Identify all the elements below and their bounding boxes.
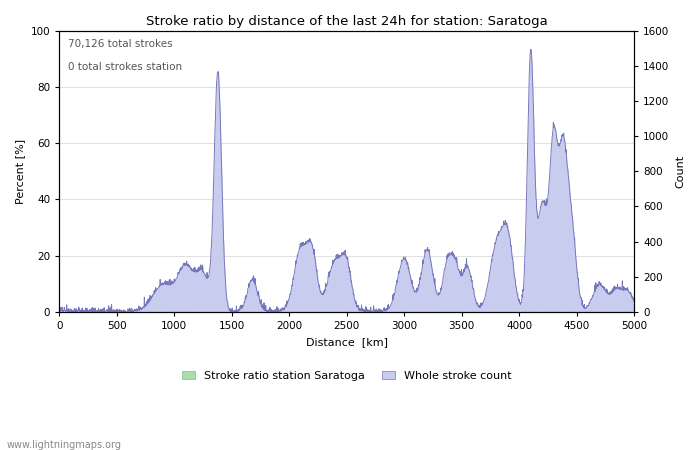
Y-axis label: Percent [%]: Percent [%] — [15, 139, 25, 204]
Title: Stroke ratio by distance of the last 24h for station: Saratoga: Stroke ratio by distance of the last 24h… — [146, 15, 547, 28]
Y-axis label: Count: Count — [675, 155, 685, 188]
Text: 0 total strokes station: 0 total strokes station — [68, 62, 182, 72]
Text: www.lightningmaps.org: www.lightningmaps.org — [7, 440, 122, 450]
Legend: Stroke ratio station Saratoga, Whole stroke count: Stroke ratio station Saratoga, Whole str… — [177, 366, 516, 385]
X-axis label: Distance  [km]: Distance [km] — [306, 337, 388, 347]
Text: 70,126 total strokes: 70,126 total strokes — [68, 39, 172, 49]
